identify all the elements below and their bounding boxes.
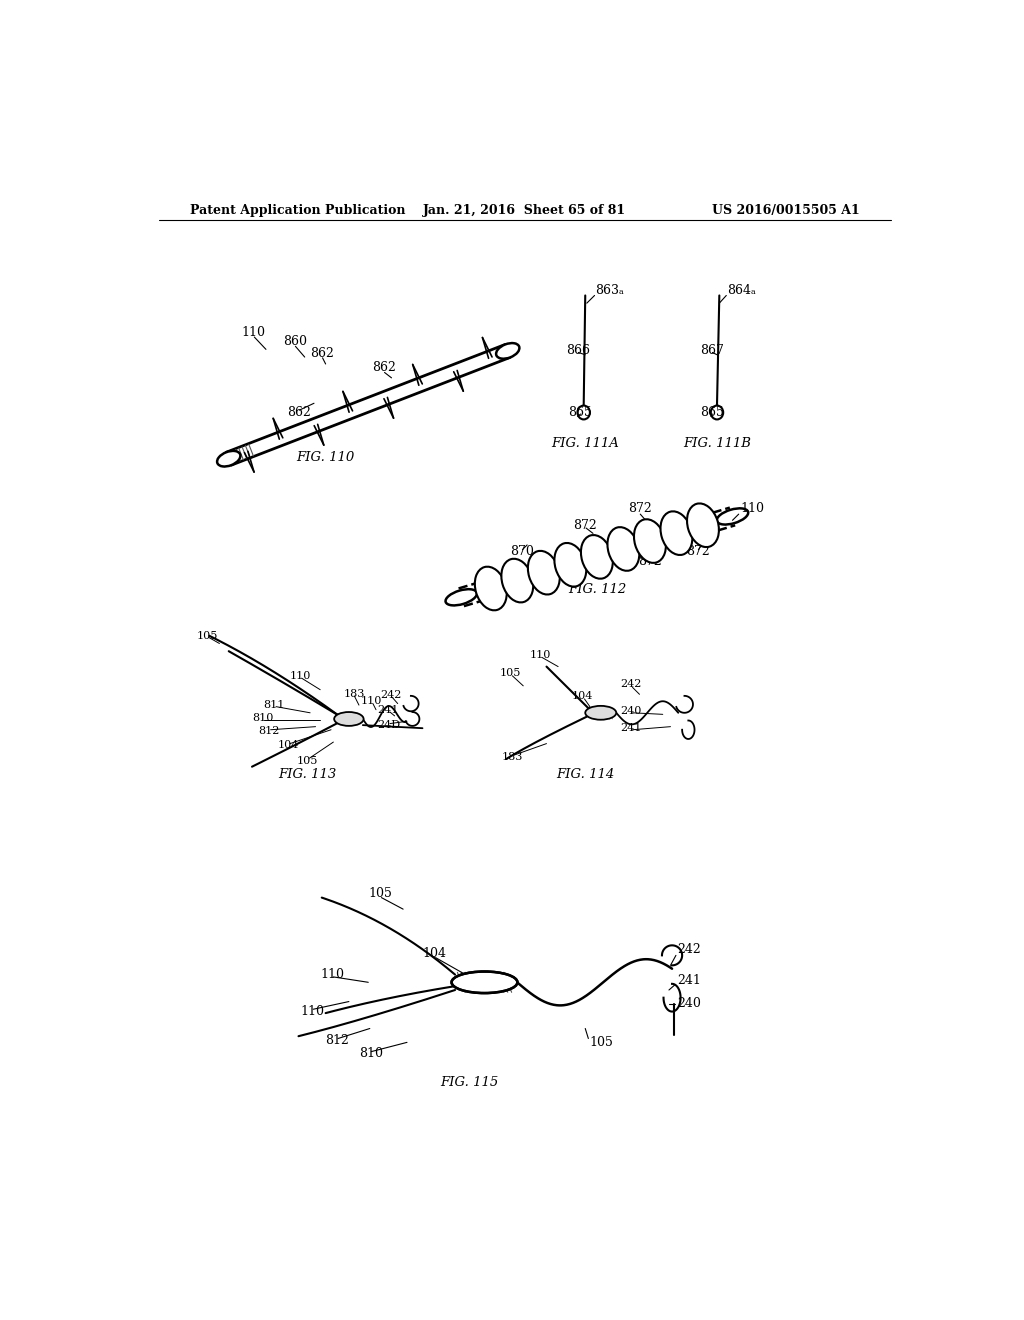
Text: 104: 104 bbox=[423, 946, 446, 960]
Ellipse shape bbox=[528, 550, 560, 594]
Text: 242: 242 bbox=[380, 690, 401, 700]
Text: 862: 862 bbox=[310, 347, 334, 360]
Text: 872: 872 bbox=[628, 502, 651, 515]
Text: 864ₐ: 864ₐ bbox=[727, 284, 756, 297]
Text: 862: 862 bbox=[287, 407, 310, 418]
Text: 105: 105 bbox=[369, 887, 392, 900]
Text: Patent Application Publication: Patent Application Publication bbox=[190, 205, 406, 218]
Ellipse shape bbox=[475, 566, 507, 610]
Ellipse shape bbox=[578, 405, 590, 420]
Text: 105: 105 bbox=[500, 668, 521, 677]
Text: FIG. 113: FIG. 113 bbox=[279, 768, 337, 781]
Text: 870: 870 bbox=[510, 545, 534, 557]
Text: 110: 110 bbox=[242, 326, 266, 339]
Text: 865: 865 bbox=[568, 407, 592, 418]
Text: 810: 810 bbox=[359, 1047, 383, 1060]
Text: 110: 110 bbox=[360, 696, 382, 706]
Ellipse shape bbox=[334, 711, 364, 726]
Ellipse shape bbox=[660, 511, 692, 554]
Ellipse shape bbox=[607, 527, 639, 570]
Ellipse shape bbox=[711, 405, 723, 420]
Text: 872: 872 bbox=[686, 545, 710, 557]
Ellipse shape bbox=[634, 519, 666, 562]
Text: 240: 240 bbox=[677, 998, 700, 1010]
Text: 862: 862 bbox=[372, 362, 396, 375]
Text: 867: 867 bbox=[700, 345, 724, 358]
Text: 810: 810 bbox=[252, 713, 273, 723]
Text: 860: 860 bbox=[283, 335, 307, 348]
Text: FIG. 112: FIG. 112 bbox=[567, 583, 626, 597]
Text: 863ₐ: 863ₐ bbox=[595, 284, 625, 297]
Ellipse shape bbox=[502, 558, 534, 602]
Ellipse shape bbox=[452, 972, 517, 993]
Ellipse shape bbox=[496, 343, 519, 359]
Text: 110: 110 bbox=[300, 1005, 324, 1018]
Text: 183: 183 bbox=[343, 689, 365, 698]
Text: 872: 872 bbox=[573, 519, 597, 532]
Text: 241: 241 bbox=[378, 705, 399, 714]
Text: Jan. 21, 2016  Sheet 65 of 81: Jan. 21, 2016 Sheet 65 of 81 bbox=[423, 205, 627, 218]
Text: 872: 872 bbox=[638, 556, 662, 569]
Text: 240: 240 bbox=[621, 706, 641, 717]
Ellipse shape bbox=[687, 503, 719, 546]
Text: 812: 812 bbox=[258, 726, 280, 737]
Text: 110: 110 bbox=[321, 968, 344, 981]
Text: 110: 110 bbox=[289, 671, 310, 681]
Ellipse shape bbox=[717, 508, 749, 524]
Text: 104: 104 bbox=[278, 741, 299, 750]
Text: FIG. 110: FIG. 110 bbox=[297, 450, 354, 463]
Text: 104: 104 bbox=[572, 690, 594, 701]
Text: 866: 866 bbox=[566, 345, 590, 358]
Text: FIG. 115: FIG. 115 bbox=[440, 1076, 498, 1089]
Text: FIG. 111A: FIG. 111A bbox=[551, 437, 620, 450]
Text: US 2016/0015505 A1: US 2016/0015505 A1 bbox=[712, 205, 859, 218]
Text: 241: 241 bbox=[621, 723, 641, 733]
Text: 110: 110 bbox=[529, 649, 551, 660]
Text: 812: 812 bbox=[326, 1034, 349, 1047]
Text: 110: 110 bbox=[740, 502, 764, 515]
Text: 811: 811 bbox=[263, 700, 285, 710]
Text: FIG. 111B: FIG. 111B bbox=[683, 437, 751, 450]
Ellipse shape bbox=[554, 543, 587, 586]
Text: FIG. 114: FIG. 114 bbox=[556, 768, 614, 781]
Text: 105: 105 bbox=[197, 631, 217, 640]
Ellipse shape bbox=[445, 589, 477, 606]
Text: 24D: 24D bbox=[378, 721, 400, 730]
Text: 105: 105 bbox=[590, 1036, 613, 1049]
Ellipse shape bbox=[217, 451, 241, 466]
Text: 865: 865 bbox=[700, 407, 724, 418]
Text: 183: 183 bbox=[502, 752, 523, 763]
Text: 242: 242 bbox=[621, 680, 641, 689]
Text: 242: 242 bbox=[677, 944, 700, 957]
Text: 241: 241 bbox=[677, 974, 700, 987]
Ellipse shape bbox=[586, 706, 616, 719]
Ellipse shape bbox=[581, 535, 612, 578]
Text: 105: 105 bbox=[297, 755, 318, 766]
